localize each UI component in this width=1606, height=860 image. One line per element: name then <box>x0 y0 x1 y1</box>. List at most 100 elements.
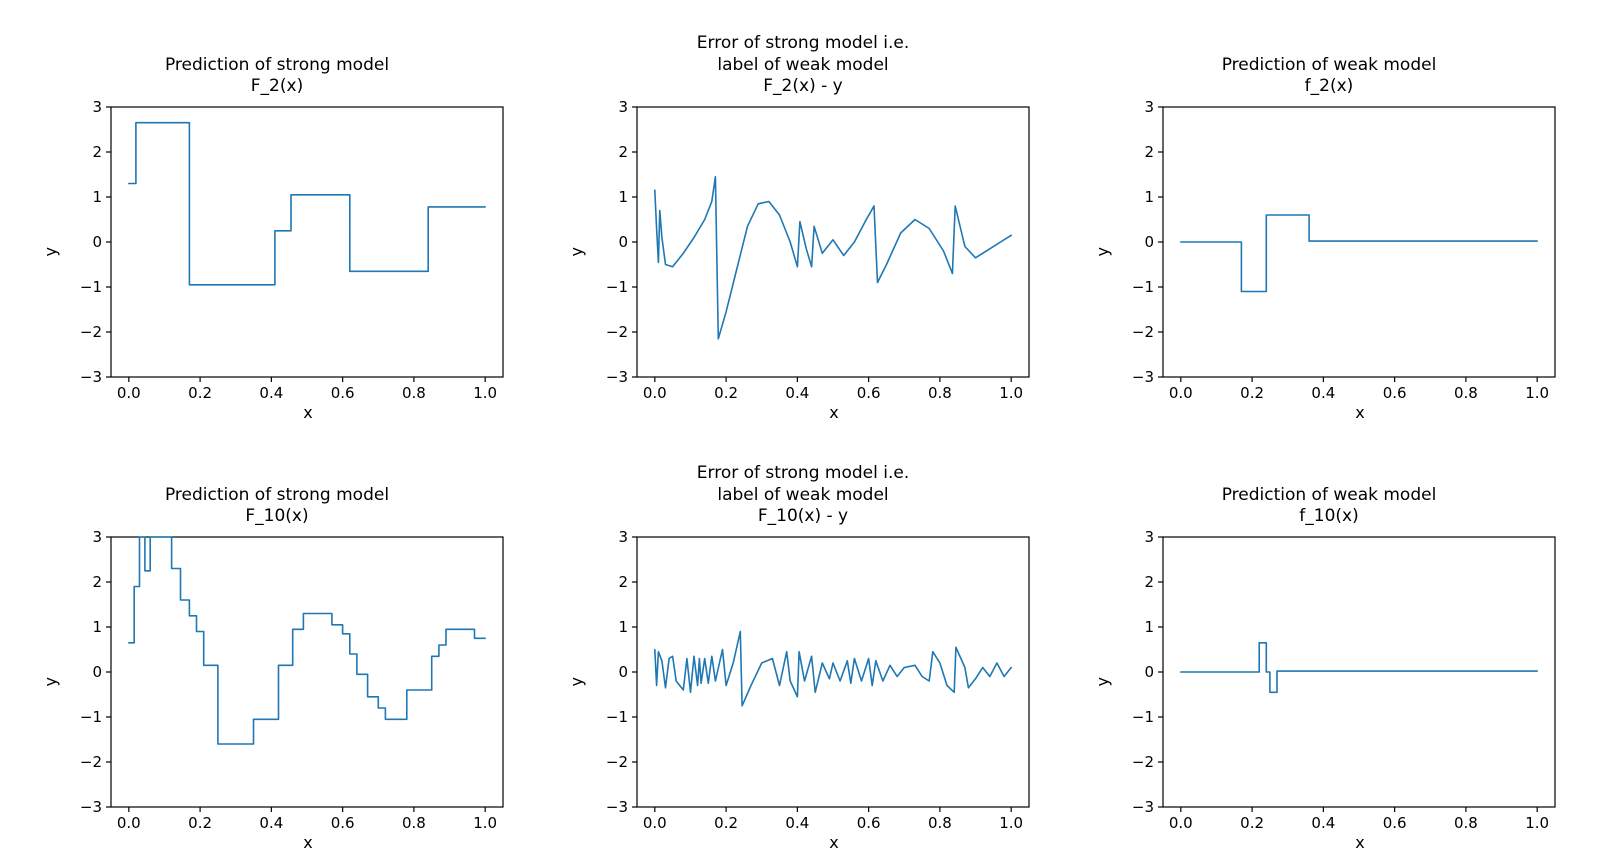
x-axis-label: x <box>829 833 839 852</box>
svg-text:0: 0 <box>1144 233 1154 251</box>
y-axis-label: y <box>567 677 586 687</box>
y-axis-label: y <box>1093 247 1112 257</box>
svg-text:0.4: 0.4 <box>259 814 283 832</box>
svg-text:0.6: 0.6 <box>331 384 355 402</box>
svg-text:−2: −2 <box>1132 323 1154 341</box>
svg-text:2: 2 <box>92 143 102 161</box>
subplot-title: Error of strong model i.e. label of weak… <box>696 463 910 526</box>
svg-text:−2: −2 <box>606 323 628 341</box>
svg-text:0.6: 0.6 <box>1383 814 1407 832</box>
svg-text:0.6: 0.6 <box>857 384 881 402</box>
svg-text:0.8: 0.8 <box>402 814 426 832</box>
svg-text:−3: −3 <box>80 798 102 816</box>
subplot-title: Prediction of strong model F_10(x) <box>164 484 390 526</box>
x-axis-label: x <box>1355 403 1365 422</box>
svg-text:0.2: 0.2 <box>714 384 738 402</box>
svg-text:−2: −2 <box>80 323 102 341</box>
svg-text:−3: −3 <box>1132 798 1154 816</box>
svg-text:2: 2 <box>92 573 102 591</box>
svg-text:1: 1 <box>618 618 628 636</box>
x-axis-label: x <box>303 833 313 852</box>
plot-canvas-f2: −3 −2 −1 0 1 2 3 0.0 0.2 0.4 0.6 0.8 1.0 <box>80 101 504 402</box>
svg-text:−1: −1 <box>606 278 628 296</box>
svg-text:−1: −1 <box>80 278 102 296</box>
y-axis-label: y <box>1093 677 1112 687</box>
svg-text:0.0: 0.0 <box>117 814 141 832</box>
svg-text:0.4: 0.4 <box>1311 814 1335 832</box>
svg-text:2: 2 <box>618 573 628 591</box>
svg-text:0: 0 <box>618 233 628 251</box>
plot-canvas-error-f2: −3 −2 −1 0 1 2 3 0.0 0.2 0.4 0.6 0.8 1.0 <box>606 101 1030 402</box>
svg-text:0.8: 0.8 <box>1454 384 1478 402</box>
svg-text:−2: −2 <box>80 753 102 771</box>
x-axis-label: x <box>829 403 839 422</box>
subplot-error-f10: Error of strong model i.e. label of weak… <box>540 430 1066 860</box>
svg-text:1.0: 1.0 <box>999 814 1023 832</box>
svg-text:0.2: 0.2 <box>188 384 212 402</box>
svg-text:0: 0 <box>92 233 102 251</box>
x-axis-label: x <box>303 403 313 422</box>
subplot-title: Prediction of strong model F_2(x) <box>164 54 390 96</box>
svg-text:0.2: 0.2 <box>188 814 212 832</box>
svg-text:−2: −2 <box>1132 753 1154 771</box>
y-axis-label: y <box>41 247 60 257</box>
y-axis-label: y <box>567 247 586 257</box>
svg-text:0.8: 0.8 <box>928 814 952 832</box>
svg-text:2: 2 <box>618 143 628 161</box>
svg-text:−2: −2 <box>606 753 628 771</box>
svg-text:1: 1 <box>1144 618 1154 636</box>
svg-text:3: 3 <box>92 531 102 546</box>
subplot-strong-model-f2: Prediction of strong model F_2(x) y −3 −2… <box>14 0 540 430</box>
svg-text:0.4: 0.4 <box>785 814 809 832</box>
svg-text:1: 1 <box>92 618 102 636</box>
svg-text:1: 1 <box>618 188 628 206</box>
svg-text:1.0: 1.0 <box>473 814 497 832</box>
svg-text:0: 0 <box>1144 663 1154 681</box>
svg-text:−3: −3 <box>606 798 628 816</box>
svg-text:−3: −3 <box>1132 368 1154 386</box>
svg-text:0.4: 0.4 <box>785 384 809 402</box>
subplot-strong-model-f10: Prediction of strong model F_10(x) y −3 −… <box>14 430 540 860</box>
plot-canvas-weak-f2: −3 −2 −1 0 1 2 3 0.0 0.2 0.4 0.6 0.8 1.0 <box>1132 101 1556 402</box>
svg-text:1.0: 1.0 <box>473 384 497 402</box>
svg-text:−1: −1 <box>606 708 628 726</box>
svg-text:−1: −1 <box>80 708 102 726</box>
svg-text:0.2: 0.2 <box>1240 814 1264 832</box>
svg-text:0.0: 0.0 <box>1169 814 1193 832</box>
svg-text:−1: −1 <box>1132 278 1154 296</box>
svg-text:0.6: 0.6 <box>857 814 881 832</box>
svg-text:1.0: 1.0 <box>999 384 1023 402</box>
svg-text:0.8: 0.8 <box>1454 814 1478 832</box>
svg-text:3: 3 <box>1144 101 1154 116</box>
svg-text:1: 1 <box>1144 188 1154 206</box>
svg-text:0.0: 0.0 <box>117 384 141 402</box>
svg-text:1: 1 <box>92 188 102 206</box>
svg-text:2: 2 <box>1144 573 1154 591</box>
svg-text:0.8: 0.8 <box>402 384 426 402</box>
y-axis-label: y <box>41 677 60 687</box>
svg-text:0: 0 <box>92 663 102 681</box>
subplot-error-f2: Error of strong model i.e. label of weak… <box>540 0 1066 430</box>
svg-text:0.0: 0.0 <box>643 814 667 832</box>
svg-text:0.4: 0.4 <box>259 384 283 402</box>
subplot-title: Prediction of weak model f_2(x) <box>1221 54 1437 96</box>
svg-text:0.0: 0.0 <box>643 384 667 402</box>
svg-text:3: 3 <box>1144 531 1154 546</box>
svg-text:1.0: 1.0 <box>1525 814 1549 832</box>
svg-text:0.2: 0.2 <box>1240 384 1264 402</box>
svg-text:0.0: 0.0 <box>1169 384 1193 402</box>
svg-text:1.0: 1.0 <box>1525 384 1549 402</box>
svg-text:3: 3 <box>92 101 102 116</box>
subplot-title: Error of strong model i.e. label of weak… <box>696 33 910 96</box>
svg-text:−3: −3 <box>606 368 628 386</box>
subplot-weak-model-f10: Prediction of weak model f_10(x) y −3 −2−… <box>1066 430 1592 860</box>
subplot-title: Prediction of weak model f_10(x) <box>1221 484 1437 526</box>
svg-text:0.6: 0.6 <box>1383 384 1407 402</box>
svg-text:0.4: 0.4 <box>1311 384 1335 402</box>
plot-canvas-error-f10: −3 −2 −1 0 1 2 3 0.0 0.2 0.4 0.6 0.8 1.0 <box>606 531 1030 832</box>
svg-text:−3: −3 <box>80 368 102 386</box>
svg-text:0: 0 <box>618 663 628 681</box>
svg-text:3: 3 <box>618 531 628 546</box>
x-axis-label: x <box>1355 833 1365 852</box>
plot-canvas-f10: −3 −2 −1 0 1 2 3 0.0 0.2 0.4 0.6 0.8 1.0 <box>80 531 504 832</box>
